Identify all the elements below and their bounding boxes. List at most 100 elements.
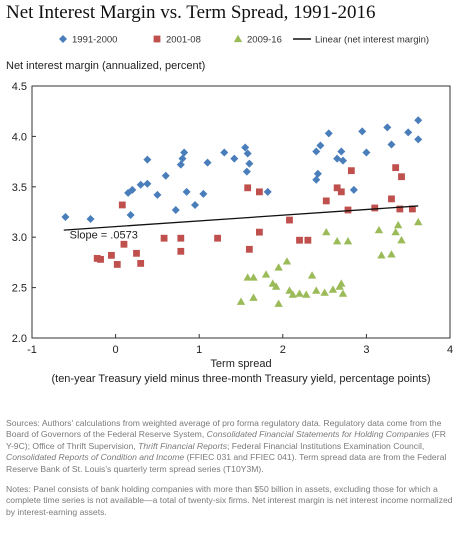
data-point	[371, 204, 379, 212]
data-point	[255, 228, 263, 236]
data-point	[244, 184, 252, 192]
data-point	[128, 185, 137, 194]
data-point	[296, 236, 303, 244]
data-point	[414, 217, 423, 226]
data-point	[245, 159, 254, 168]
data-point	[241, 143, 250, 152]
data-point	[312, 175, 321, 184]
data-point	[338, 156, 347, 165]
slope-annotation: Slope = .0573	[70, 230, 138, 242]
data-point	[243, 149, 252, 158]
data-point	[176, 160, 185, 169]
data-point	[261, 270, 271, 278]
data-point	[313, 169, 322, 178]
trendline	[63, 205, 419, 231]
data-point	[249, 273, 258, 281]
data-point	[182, 187, 191, 196]
data-point	[120, 240, 128, 248]
data-point	[337, 188, 345, 196]
data-point	[243, 273, 252, 281]
y-axis-label: Net interest margin (annualized, percent…	[6, 60, 205, 72]
data-point	[286, 216, 293, 224]
series-2001-08	[93, 164, 416, 268]
data-point	[324, 129, 333, 138]
data-point	[337, 147, 346, 156]
data-point	[113, 261, 121, 268]
data-point	[255, 188, 263, 196]
data-point	[320, 288, 329, 296]
data-point	[180, 148, 189, 157]
data-point	[171, 205, 180, 214]
data-point	[396, 205, 404, 213]
data-point	[338, 289, 348, 297]
fed-report-title: Consolidated Financial Statements for Ho…	[206, 429, 430, 440]
legend-swatch	[59, 35, 67, 43]
scatter-chart: 1991-2000 2001-08 2009-16 Linear (net inter…	[6, 35, 453, 386]
legend-label: 2001-08	[166, 35, 201, 46]
data-point	[236, 297, 246, 305]
data-point	[214, 234, 221, 242]
data-point	[343, 237, 353, 245]
plot-area: 2.0 2.5 3.0 3.5 4.0 4.5 -1 0 1 2 3 4 Slope = .0573	[12, 81, 453, 356]
data-point	[393, 220, 403, 229]
data-point	[391, 227, 400, 236]
sources-text-3: ; Federal Financial Institutions Examina…	[227, 440, 425, 451]
series-2009-16	[236, 217, 423, 307]
chart-title: Net Interest Margin vs. Term Spread, 199…	[6, 2, 376, 23]
legend-item: Linear (net interest margin)	[293, 35, 429, 46]
data-point	[177, 234, 185, 242]
data-point	[397, 236, 406, 244]
y-tick-label: 4.0	[12, 131, 27, 143]
x-tick-label: 3	[363, 344, 369, 356]
data-point	[86, 215, 95, 224]
data-point	[333, 184, 341, 192]
data-point	[304, 236, 312, 244]
data-point	[337, 279, 346, 287]
data-point	[388, 195, 395, 203]
data-point	[349, 185, 358, 194]
data-point	[230, 154, 239, 163]
data-point	[398, 173, 405, 181]
data-point	[245, 245, 253, 253]
y-tick-label: 3.5	[12, 182, 27, 194]
data-point	[191, 200, 200, 209]
data-point	[328, 285, 338, 293]
data-point	[374, 225, 384, 234]
data-point	[118, 201, 126, 209]
legend-label: 1991-2000	[72, 35, 117, 46]
data-point	[143, 179, 152, 188]
sources-note: Sources: Authors' calculations from weig…	[6, 418, 454, 475]
data-point	[263, 187, 272, 196]
legend-label: 2009-16	[247, 35, 282, 46]
data-point	[392, 164, 400, 172]
sources-text-2: (FR Y-9C); Office of Thrift Supervision,	[6, 429, 446, 451]
data-point	[414, 135, 423, 144]
data-point	[414, 116, 423, 125]
data-point	[271, 282, 281, 290]
x-tick-label: 0	[113, 344, 119, 356]
data-point	[358, 127, 367, 136]
legend-item: 2001-08	[153, 35, 201, 46]
data-point	[242, 167, 251, 176]
data-point	[61, 213, 70, 222]
series-1991-2000	[61, 116, 423, 224]
data-point	[274, 299, 283, 307]
legend-label: Linear (net interest margin)	[315, 35, 429, 46]
data-point	[404, 128, 413, 137]
data-point	[307, 271, 317, 279]
data-point	[316, 141, 325, 150]
data-point	[97, 255, 104, 263]
data-point	[161, 171, 170, 180]
data-point	[322, 227, 331, 236]
x-tick-label: 2	[280, 344, 286, 356]
data-point	[220, 148, 229, 157]
plot-frame	[31, 85, 451, 339]
data-point	[133, 249, 140, 257]
data-point	[288, 290, 298, 298]
data-point	[362, 148, 371, 157]
y-tick-label: 4.5	[12, 81, 27, 93]
data-point	[178, 154, 187, 163]
x-tick-label: 4	[447, 344, 453, 356]
notes-text: Notes: Panel consists of bank holding co…	[6, 484, 453, 517]
y-tick-label: 2.0	[12, 333, 27, 345]
